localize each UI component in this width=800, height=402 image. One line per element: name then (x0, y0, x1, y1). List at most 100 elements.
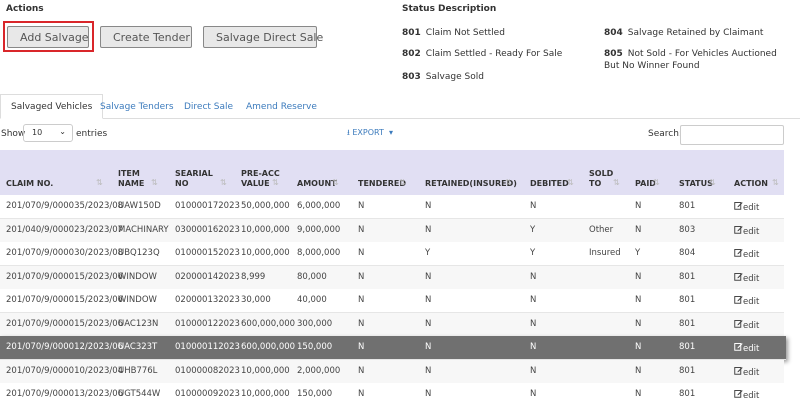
table-cell: 201/070/9/000015/2023/06 (6, 295, 124, 305)
table-cell: N (358, 342, 365, 352)
table-cell: 8,999 (241, 271, 266, 282)
column-header[interactable]: CLAIM NO. (6, 179, 54, 188)
edit-link[interactable]: edit (734, 342, 759, 354)
status-label: Salvage Sold (425, 72, 484, 82)
column-header[interactable]: AMOUNT (297, 179, 337, 188)
edit-link[interactable]: edit (734, 201, 759, 213)
add-salvage-button[interactable]: Add Salvage (7, 26, 89, 48)
export-button[interactable]: ⭳ EXPORT ▾ (347, 128, 393, 137)
column-header[interactable]: ACTION (734, 179, 768, 188)
edit-label: edit (743, 226, 760, 237)
edit-label: edit (743, 250, 760, 260)
table-cell: N (358, 248, 365, 258)
table-cell: 201/070/9/000035/2023/08 (6, 201, 124, 211)
create-tender-button[interactable]: Create Tender (100, 26, 192, 48)
sort-icon: ⇅ (272, 178, 279, 187)
edit-link[interactable]: edit (734, 248, 759, 260)
table-row (0, 265, 784, 290)
page-size: 10 (32, 128, 43, 137)
table-cell: 10,000,000 (241, 248, 290, 258)
table-cell: Y (425, 248, 431, 258)
column-header[interactable]: TENDERED (358, 179, 406, 188)
sort-icon: ⇅ (653, 178, 660, 187)
sort-icon: ⇅ (613, 178, 620, 187)
status-item: 805 Not Sold - For Vehicles Auctioned But… (604, 48, 784, 72)
column-header[interactable]: PRE-ACC VALUE (241, 169, 280, 188)
column-header[interactable]: SOLD TO (589, 169, 614, 188)
column-header[interactable]: PAID (635, 179, 656, 188)
table-cell: UHB776L (118, 365, 158, 376)
table-header (0, 150, 784, 195)
tab[interactable]: Direct Sale (184, 101, 234, 112)
edit-label: edit (743, 273, 760, 284)
column-header[interactable]: SEARIAL NO (175, 169, 213, 188)
column-header[interactable]: DEBITED (530, 179, 569, 188)
table-cell: 8,000,000 (297, 248, 341, 258)
table-row (0, 383, 784, 402)
table-cell: N (425, 201, 432, 211)
search-input[interactable] (680, 125, 784, 145)
tab[interactable]: Salvage Tenders (100, 101, 174, 112)
table-cell: 801 (679, 271, 696, 282)
highlight-box (3, 21, 94, 52)
edit-icon (734, 225, 743, 234)
edit-link[interactable]: edit (734, 366, 759, 378)
button-label: Salvage Direct Sale (216, 30, 324, 44)
table-cell: 801 (679, 295, 696, 305)
table-cell: 020000132023 (175, 295, 240, 305)
table-cell: N (358, 389, 365, 399)
edit-label: edit (743, 203, 760, 213)
status-label: Salvage Retained by Claimant (627, 28, 764, 38)
table-row (0, 359, 784, 384)
table-cell: N (635, 389, 642, 399)
sort-icon: ⇅ (332, 178, 339, 187)
column-header[interactable]: RETAINED(INSURED) (425, 179, 517, 188)
edit-icon (734, 319, 743, 328)
table-cell: 201/070/9/000015/2023/06 (6, 271, 124, 282)
table-cell: N (425, 389, 432, 399)
page-size-select[interactable]: 10 ⌄ (23, 124, 73, 142)
edit-link[interactable]: edit (734, 295, 759, 307)
table-cell: UAC123N (118, 318, 159, 329)
table-cell: WINDOW (118, 271, 157, 282)
table-cell: N (530, 295, 537, 305)
column-header[interactable]: ITEM NAME (118, 169, 145, 188)
tab[interactable]: Amend Reserve (246, 101, 317, 112)
table-cell: 80,000 (297, 271, 327, 282)
status-item: 801 Claim Not Settled (402, 27, 592, 39)
table-cell: 150,000 (297, 389, 333, 399)
sort-icon: ⇅ (399, 178, 406, 187)
table-cell: N (530, 271, 537, 282)
edit-link[interactable]: edit (734, 319, 759, 331)
entries-label: entries (76, 129, 108, 139)
button-label: Add Salvage (20, 30, 89, 44)
edit-link[interactable]: edit (734, 389, 759, 401)
actions-title: Actions (6, 4, 44, 14)
table-cell: 9,000,000 (297, 224, 341, 235)
table-cell: 030000162023 (175, 224, 240, 235)
tab[interactable]: Salvaged Vehicles (0, 94, 104, 119)
table-cell: 50,000,000 (241, 201, 290, 211)
table-cell: 30,000 (241, 295, 271, 305)
table-cell: N (530, 342, 537, 352)
table-cell: N (530, 365, 537, 376)
table-cell: 804 (679, 248, 696, 258)
table-cell: N (358, 201, 365, 211)
edit-link[interactable]: edit (734, 272, 759, 284)
edit-icon (734, 343, 743, 351)
status-item: 804 Salvage Retained by Claimant (604, 27, 794, 39)
table-cell: 150,000 (297, 342, 333, 352)
status-code: 801 (402, 28, 421, 38)
table-cell: 010000172023 (175, 201, 240, 211)
table-cell: UBQ123Q (118, 248, 160, 258)
table-cell: 010000092023 (175, 389, 240, 399)
table-cell: N (425, 224, 432, 235)
table-cell: UGT544W (118, 389, 161, 399)
column-header[interactable]: STATUS (679, 179, 713, 188)
salvage-direct-sale-button[interactable]: Salvage Direct Sale (203, 26, 323, 48)
table-cell: WINDOW (118, 295, 157, 305)
table-cell: N (425, 318, 432, 329)
edit-link[interactable]: edit (734, 225, 759, 237)
table-cell: N (425, 365, 432, 376)
